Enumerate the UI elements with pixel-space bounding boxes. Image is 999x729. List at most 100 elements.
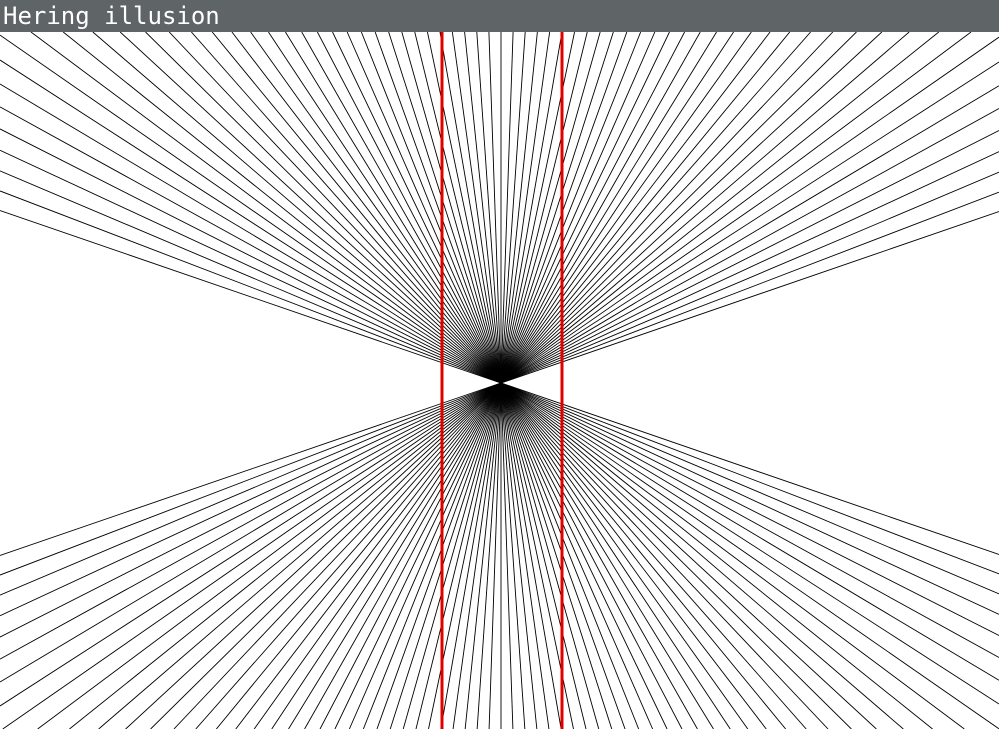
ray-line [0, 149, 502, 384]
ray-line [37, 382, 502, 729]
ray-line [500, 382, 538, 729]
ray-line [215, 382, 502, 729]
ray-line [271, 382, 502, 729]
ray-line [488, 32, 502, 384]
ray-line [488, 382, 502, 729]
ray-line [360, 32, 502, 384]
ray-line [500, 382, 640, 729]
ray-line [500, 32, 883, 384]
ray-line [500, 32, 642, 384]
ray-line [145, 32, 502, 384]
ray-line [500, 32, 656, 384]
ray-line [0, 382, 502, 707]
ray-line [439, 32, 502, 384]
ray-line [389, 382, 502, 729]
ray-line [317, 32, 502, 384]
ray-line [415, 382, 502, 729]
ray-line [150, 382, 502, 729]
ray-line [195, 382, 502, 729]
ray-line [301, 32, 502, 384]
ray-line [92, 32, 502, 384]
ray-line [500, 382, 999, 636]
ray-line [500, 382, 714, 729]
ray-line [500, 382, 698, 729]
ray-line [0, 106, 502, 384]
window-title: Hering illusion [0, 0, 999, 32]
ray-line [30, 32, 502, 384]
ray-line [500, 32, 563, 384]
ray-line [125, 382, 502, 729]
ray-line [168, 32, 502, 384]
ray-line [500, 32, 910, 384]
ray-line [62, 32, 502, 384]
ray-line [500, 61, 999, 384]
ray-line [500, 382, 933, 729]
ray-line [440, 382, 502, 729]
ray-line [119, 32, 502, 384]
ray-line [173, 382, 502, 729]
ray-line [500, 382, 526, 729]
ray-line [500, 382, 999, 615]
ray-line [427, 32, 502, 384]
ray-line [500, 32, 538, 384]
ray-line [98, 382, 502, 729]
ray-line [500, 382, 749, 729]
ray-line [464, 382, 502, 729]
ray-line [304, 382, 502, 729]
ray-line [500, 382, 562, 729]
ray-line [402, 382, 502, 729]
ray-line [231, 32, 502, 384]
ray-line [0, 83, 502, 384]
ray-line [253, 382, 502, 729]
ray-line [500, 32, 734, 384]
ray-line [500, 382, 807, 729]
ray-line [500, 32, 752, 384]
ray-line [500, 382, 999, 681]
ray-line [500, 151, 999, 384]
ray-line [0, 382, 502, 683]
ray-line [500, 32, 628, 384]
ray-line [500, 32, 771, 384]
ray-line [500, 382, 877, 729]
ray-line [500, 382, 829, 729]
ray-line [250, 32, 502, 384]
ray-line [500, 32, 614, 384]
ray-line [500, 108, 999, 384]
ray-line [500, 382, 999, 658]
ray-line [500, 32, 701, 384]
ray-line [500, 382, 999, 575]
ray-line [191, 32, 502, 384]
ray-line [464, 32, 502, 384]
ray-line [0, 382, 502, 617]
ray-line [268, 32, 502, 384]
ray-line [285, 32, 502, 384]
ray-line [0, 382, 502, 660]
ray-line [0, 170, 502, 384]
ray-line [0, 382, 502, 576]
ray-line [319, 382, 502, 729]
ray-line [0, 210, 502, 384]
ray-line [0, 382, 502, 596]
ray-line [500, 382, 852, 729]
ray-line [500, 382, 514, 729]
ray-line [500, 211, 999, 384]
ray-line [500, 382, 904, 729]
ray-line [476, 32, 502, 384]
ray-line [414, 32, 502, 384]
ray-line [500, 382, 731, 729]
ray-line [500, 382, 999, 595]
ray-line [235, 382, 502, 729]
ray-line [211, 32, 502, 384]
radiating-lines [0, 32, 999, 729]
ray-line [500, 171, 999, 384]
ray-line [452, 382, 502, 729]
ray-line [0, 128, 502, 384]
ray-line [401, 32, 502, 384]
ray-line [2, 382, 502, 729]
parallel-lines [440, 32, 564, 729]
ray-line [500, 382, 999, 555]
ray-line [500, 32, 588, 384]
illusion-canvas [0, 32, 999, 729]
ray-line [500, 130, 999, 384]
